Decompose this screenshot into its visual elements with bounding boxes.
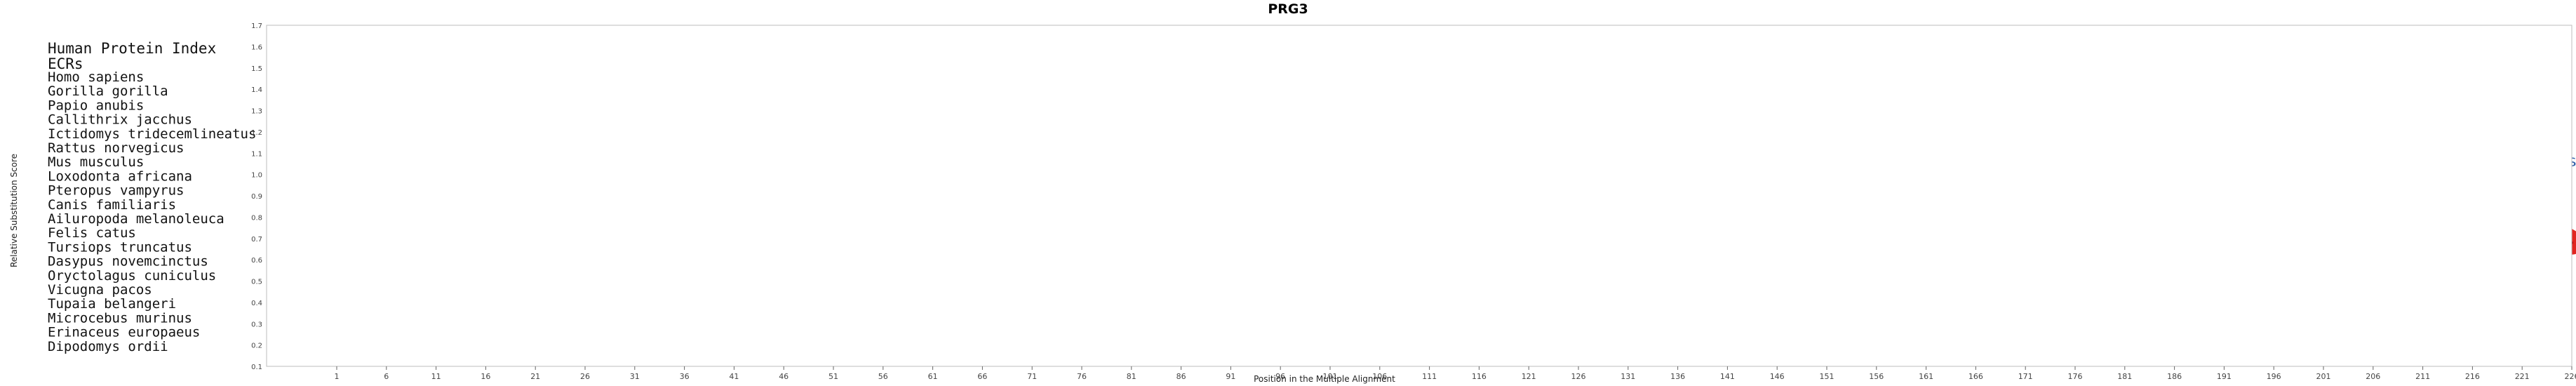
y-tick-label: 1.4 — [251, 86, 262, 94]
x-tick-label: 161 — [1919, 372, 1933, 381]
y-tick-label: 0.3 — [251, 321, 262, 328]
x-tick-label: 166 — [1968, 372, 1983, 381]
species-label: Homo sapiens — [48, 69, 144, 85]
species-label: Tursiops truncatus — [48, 239, 192, 255]
x-tick-label: 31 — [630, 372, 640, 381]
x-tick-label: 11 — [431, 372, 441, 381]
x-tick-label: 41 — [729, 372, 739, 381]
x-tick-label: 6 — [384, 372, 389, 381]
x-tick-label: 126 — [1571, 372, 1586, 381]
x-axis-label: Position in the Multiple Alignment — [1254, 374, 1395, 384]
x-tick-label: 106 — [1372, 372, 1387, 381]
y-tick-label: 0.1 — [251, 364, 262, 371]
x-tick-label: 121 — [1522, 372, 1536, 381]
x-tick-label: 1 — [335, 372, 340, 381]
species-label: Gorilla gorilla — [48, 84, 168, 99]
species-label: Ailuropoda melanoleuca — [48, 211, 224, 227]
x-tick-label: 46 — [779, 372, 789, 381]
x-tick-label: 101 — [1323, 372, 1338, 381]
x-tick-label: 226 — [2565, 372, 2576, 381]
x-tick-label: 191 — [2217, 372, 2232, 381]
x-tick-label: 156 — [1869, 372, 1884, 381]
species-label: Dipodomys ordii — [48, 339, 168, 354]
species-label: Canis familiaris — [48, 197, 176, 213]
x-tick-label: 111 — [1422, 372, 1437, 381]
y-tick-label: 0.4 — [251, 300, 262, 307]
x-tick-label: 81 — [1127, 372, 1136, 381]
species-label: Vicugna pacos — [48, 282, 152, 298]
species-label: Oryctolagus cuniculus — [48, 268, 216, 284]
x-tick-label: 116 — [1472, 372, 1487, 381]
y-tick-label: 0.7 — [251, 236, 262, 244]
species-label: Microcebus murinus — [48, 310, 192, 326]
plot-frame — [266, 25, 2572, 367]
chart-title: PRG3 — [1268, 1, 1308, 17]
y-tick-label: 1.5 — [251, 65, 262, 73]
species-label: Papio anubis — [48, 98, 144, 113]
x-tick-label: 61 — [928, 372, 938, 381]
species-label: Erinaceus europaeus — [48, 325, 200, 340]
x-tick-label: 206 — [2366, 372, 2380, 381]
x-tick-label: 131 — [1621, 372, 1635, 381]
y-tick-label: 1.2 — [251, 129, 262, 137]
x-tick-label: 21 — [530, 372, 540, 381]
x-tick-label: 26 — [580, 372, 590, 381]
species-label: Dasypus novemcinctus — [48, 254, 208, 269]
species-label: Pteropus vampyrus — [48, 183, 184, 199]
y-tick-label: 1.1 — [251, 150, 262, 158]
y-tick-label: 0.8 — [251, 214, 262, 222]
species-label: Loxodonta africana — [48, 168, 192, 184]
x-tick-label: 211 — [2415, 372, 2430, 381]
axes: 0.1 0.2 0.3 0.4 0.5 0.6 0.7 0.8 0.9 1.0 1.1 1.2 1.3 1… — [251, 22, 2576, 381]
x-tick-label: 181 — [2117, 372, 2132, 381]
y-tick-label: 0.2 — [251, 342, 262, 350]
x-tick-label: 176 — [2068, 372, 2083, 381]
x-tick-label: 171 — [2018, 372, 2033, 381]
x-tick-label: 51 — [829, 372, 838, 381]
x-tick-label: 36 — [680, 372, 690, 381]
ecr-label: ECRs — [48, 55, 83, 72]
x-tick-label: 196 — [2267, 372, 2281, 381]
x-tick-label: 66 — [977, 372, 987, 381]
x-tick-label: 201 — [2316, 372, 2331, 381]
x-tick-label: 71 — [1027, 372, 1037, 381]
x-tick-label: 16 — [481, 372, 490, 381]
species-label: Rattus norvegicus — [48, 140, 184, 156]
x-tick-label: 86 — [1176, 372, 1186, 381]
x-tick-label: 221 — [2515, 372, 2530, 381]
x-tick-label: 141 — [1720, 372, 1735, 381]
species-label: Felis catus — [48, 225, 136, 241]
y-tick-label: 0.5 — [251, 279, 262, 286]
y-tick-label: 1.6 — [251, 44, 262, 51]
x-tick-label: 186 — [2167, 372, 2182, 381]
y-tick-label: 0.6 — [251, 257, 262, 265]
y-tick-label: 1.3 — [251, 108, 262, 116]
x-tick-label: 56 — [878, 372, 888, 381]
y-tick-label: 1.0 — [251, 172, 262, 180]
x-tick-label: 76 — [1077, 372, 1087, 381]
y-tick-label: 1.7 — [251, 22, 262, 30]
protein-index-header: Human Protein Index — [48, 40, 216, 57]
species-label: Mus musculus — [48, 154, 144, 170]
x-tick-label: 136 — [1670, 372, 1685, 381]
x-tick-label: 216 — [2465, 372, 2480, 381]
x-tick-label: 96 — [1275, 372, 1285, 381]
species-label: Callithrix jacchus — [48, 112, 192, 128]
x-tick-label: 146 — [1770, 372, 1785, 381]
x-tick-label: 151 — [1820, 372, 1834, 381]
x-tick-label: 91 — [1226, 372, 1235, 381]
species-label: Ictidomys tridecemlineatus — [48, 126, 256, 142]
y-tick-label: 0.9 — [251, 193, 262, 201]
y-axis-label: Relative Substitution Score — [9, 154, 19, 267]
species-label: Tupaia belangeri — [48, 296, 176, 312]
